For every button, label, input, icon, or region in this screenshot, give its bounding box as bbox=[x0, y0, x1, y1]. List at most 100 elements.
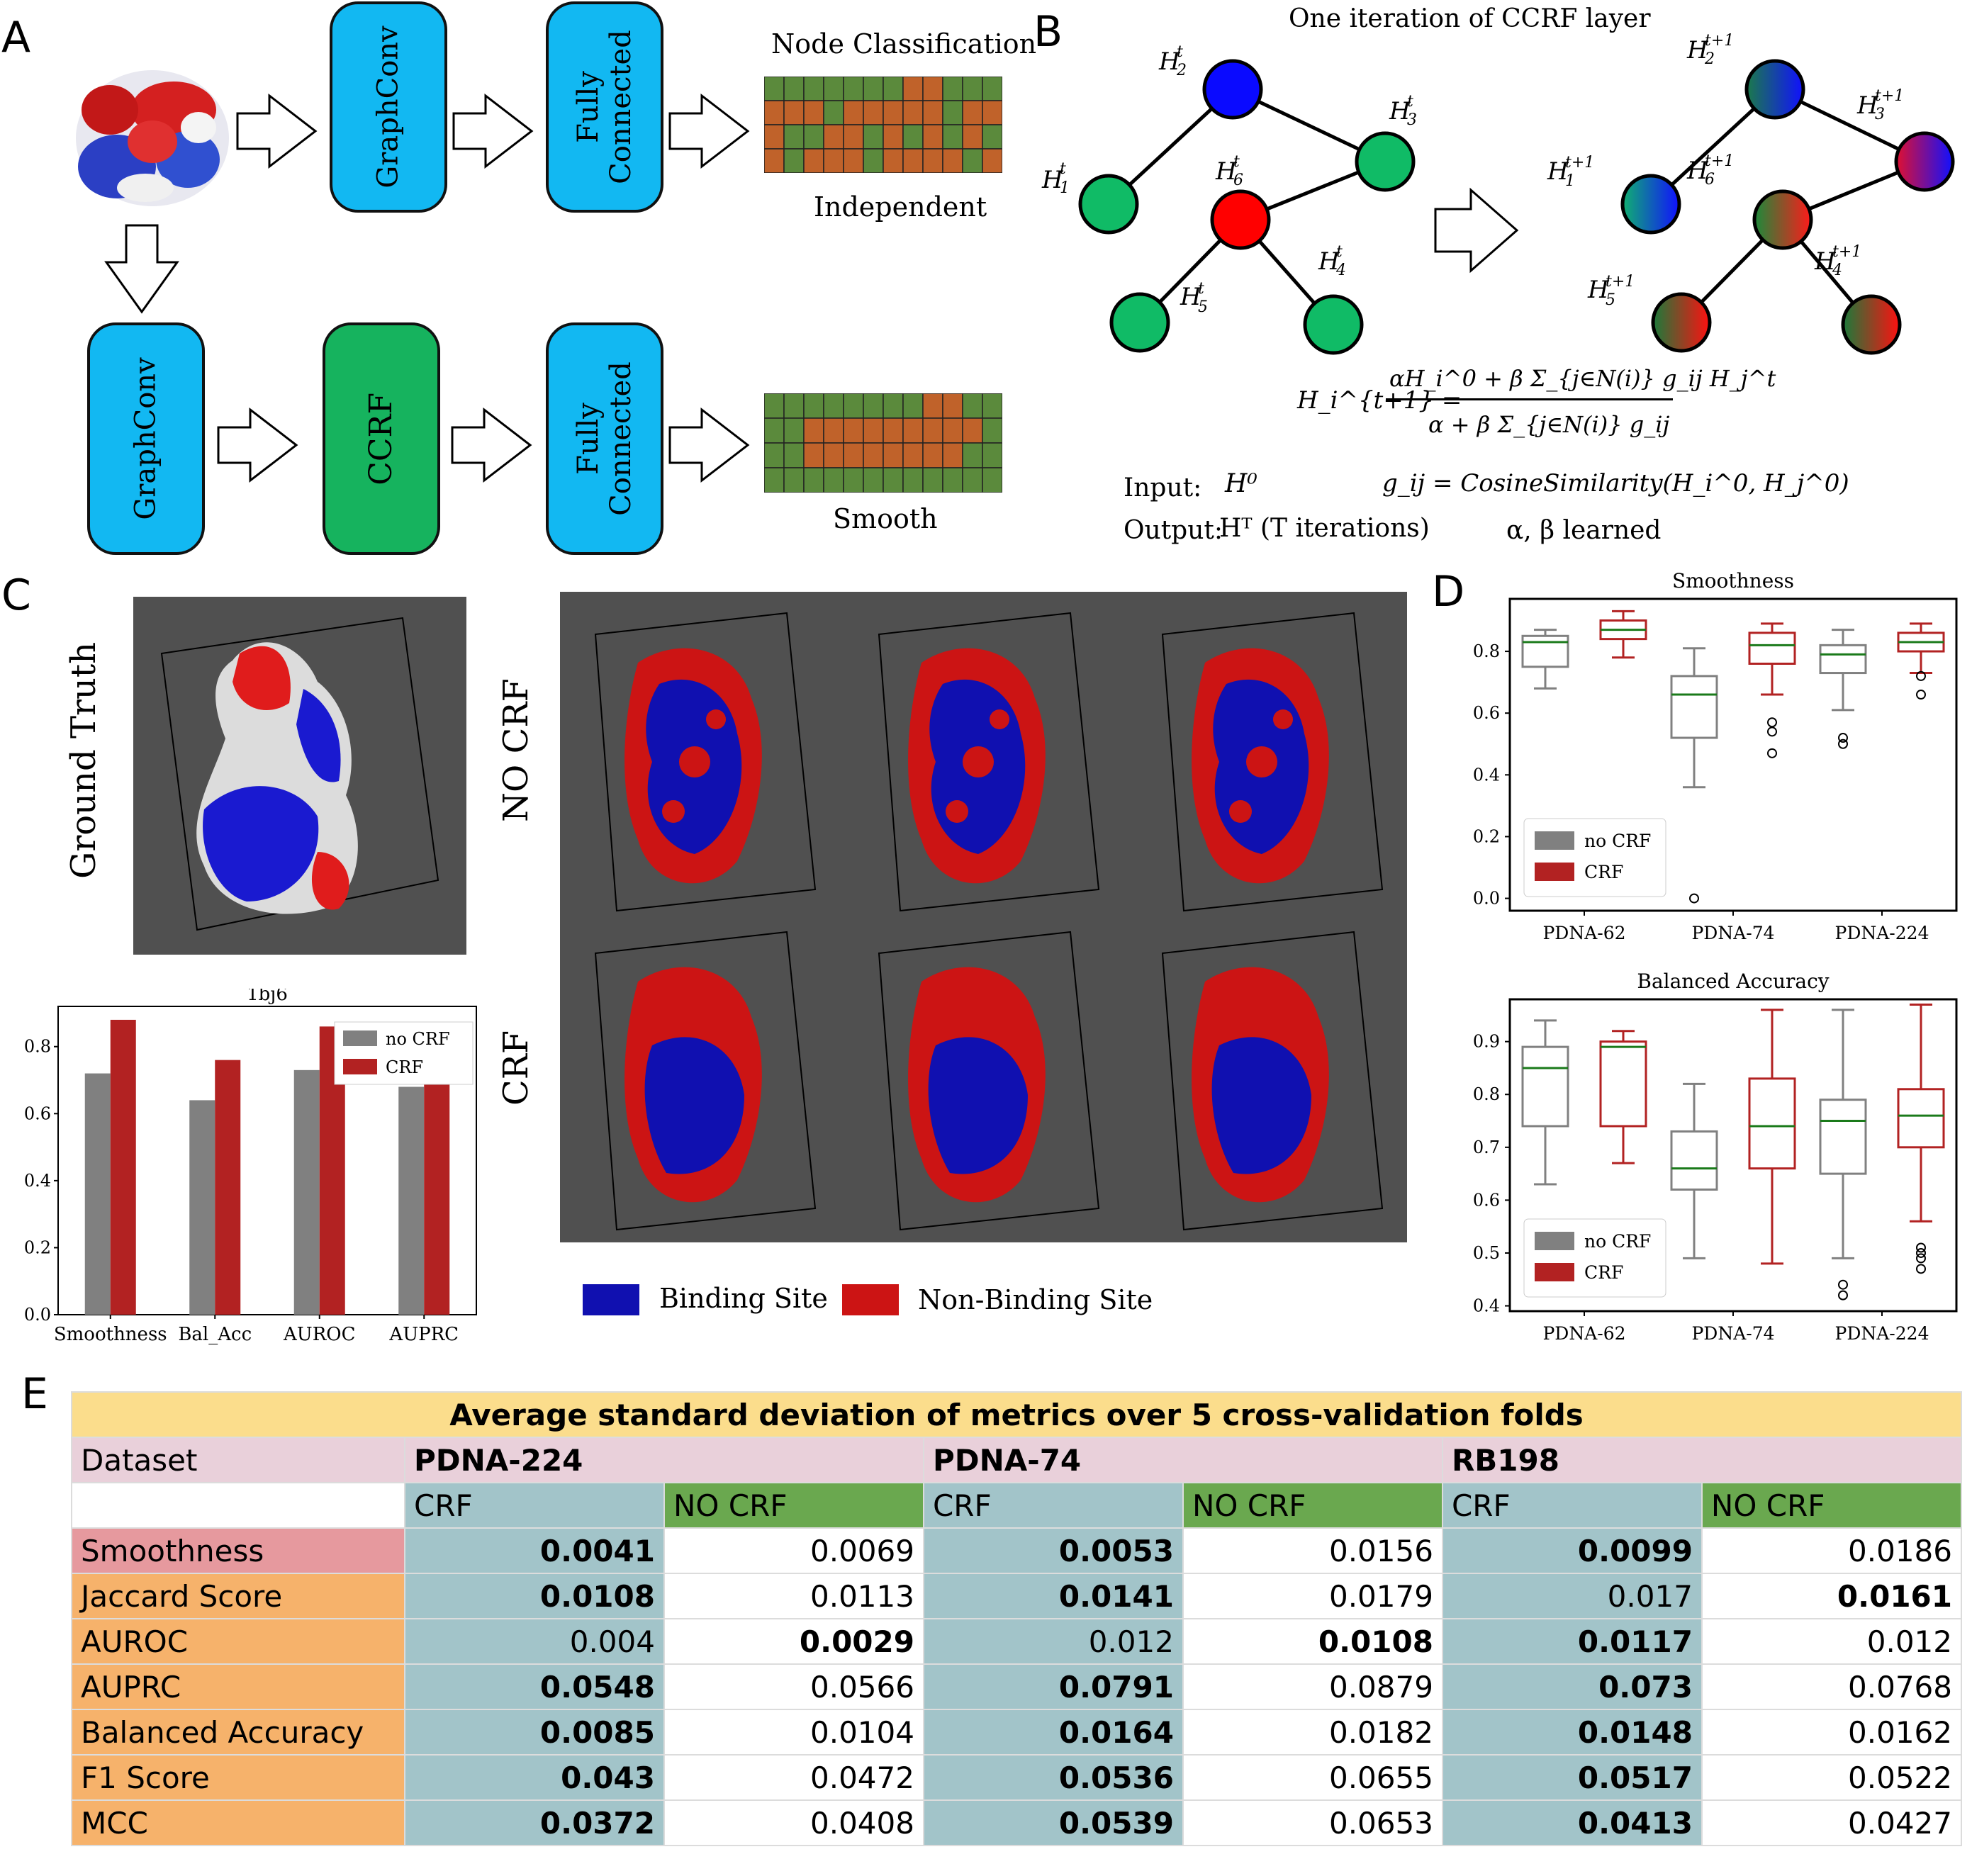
svg-text:t: t bbox=[1407, 93, 1413, 111]
node-h5-next bbox=[1651, 292, 1712, 353]
no-crf-subheader: NO CRF bbox=[1701, 1482, 1963, 1529]
grid-cell bbox=[783, 442, 805, 468]
metric-value: 0.0108 bbox=[1182, 1618, 1443, 1665]
svg-text:H: H bbox=[1041, 166, 1064, 194]
input-value: H⁰ bbox=[1225, 469, 1257, 498]
box-no-crf bbox=[1819, 629, 1867, 749]
svg-text:2: 2 bbox=[1704, 50, 1715, 68]
learned-params: α, β learned bbox=[1506, 516, 1662, 545]
grid-cell bbox=[982, 124, 1002, 150]
grid-cell bbox=[982, 100, 1002, 125]
grid-cell bbox=[843, 77, 864, 101]
grid-cell bbox=[942, 467, 963, 493]
grid-cell bbox=[883, 442, 904, 468]
grid-cell bbox=[823, 417, 844, 444]
y-tick-label: 0.4 bbox=[1473, 1296, 1500, 1316]
table-row: AUROC 0.004 0.0029 0.012 0.0108 0.0117 0.012 bbox=[71, 1618, 1963, 1665]
metric-value: 0.0655 bbox=[1182, 1754, 1443, 1801]
crf-row-label: CRF bbox=[496, 1030, 536, 1106]
table-row: F1 Score 0.043 0.0472 0.0536 0.0655 0.0517 0.0… bbox=[71, 1754, 1963, 1801]
non-binding-site-legend: Non-Binding Site bbox=[918, 1284, 1153, 1315]
svg-text:5: 5 bbox=[1606, 291, 1615, 309]
ground-truth-label: Ground Truth bbox=[64, 641, 103, 879]
ccrf-box: CCRF bbox=[323, 322, 440, 555]
grid-cell bbox=[783, 124, 805, 150]
metric-value: 0.0768 bbox=[1701, 1663, 1963, 1710]
equation-denominator: α + β Σ_{j∈N(i)} g_ij bbox=[1428, 411, 1670, 438]
svg-text:H: H bbox=[1215, 157, 1238, 186]
y-tick-label: 0.6 bbox=[1473, 703, 1500, 723]
grid-cell bbox=[982, 417, 1002, 444]
metric-value: 0.0517 bbox=[1441, 1754, 1703, 1801]
metrics-std-table: Average standard deviation of metrics ov… bbox=[71, 1391, 1963, 1846]
grid-cell bbox=[902, 148, 924, 173]
metric-value: 0.0162 bbox=[1701, 1709, 1963, 1756]
metric-value: 0.0522 bbox=[1701, 1754, 1963, 1801]
grid-cell bbox=[823, 467, 844, 493]
dataset-header: RB198 bbox=[1441, 1437, 1963, 1483]
grid-cell bbox=[803, 393, 824, 419]
metric-value: 0.0141 bbox=[922, 1573, 1184, 1619]
legend-label: CRF bbox=[1584, 1262, 1623, 1283]
no-crf-subheader: NO CRF bbox=[663, 1482, 924, 1529]
grid-cell bbox=[863, 467, 884, 493]
grid-cell bbox=[942, 393, 963, 419]
svg-text:3: 3 bbox=[1875, 106, 1885, 123]
legend-label: CRF bbox=[1584, 862, 1623, 882]
legend-label: no CRF bbox=[1584, 831, 1651, 851]
metric-value: 0.0472 bbox=[663, 1754, 924, 1801]
grid-cell bbox=[982, 393, 1002, 419]
grid-cell bbox=[982, 442, 1002, 468]
outlier-point bbox=[1689, 893, 1699, 904]
outlier-point bbox=[1838, 1279, 1848, 1290]
box-no-crf bbox=[1819, 1009, 1867, 1301]
fraction-bar bbox=[1386, 398, 1673, 400]
grid-cell bbox=[942, 100, 963, 125]
metric-name: AUROC bbox=[71, 1618, 405, 1665]
metric-name: Jaccard Score bbox=[71, 1573, 405, 1619]
svg-text:t: t bbox=[1060, 160, 1066, 178]
outlier-point bbox=[1767, 726, 1777, 737]
grid-cell bbox=[902, 393, 924, 419]
metric-value: 0.043 bbox=[404, 1754, 665, 1801]
svg-text:t+1: t+1 bbox=[1606, 273, 1635, 291]
grid-cell bbox=[902, 417, 924, 444]
y-tick-label: 0.6 bbox=[24, 1103, 51, 1123]
metric-value: 0.0427 bbox=[1701, 1799, 1963, 1846]
metric-value: 0.0186 bbox=[1701, 1527, 1963, 1574]
svg-text:H: H bbox=[1587, 276, 1610, 304]
no-crf-subheader: NO CRF bbox=[1182, 1482, 1443, 1529]
arrow-down-icon bbox=[104, 224, 179, 314]
box-crf bbox=[1897, 1003, 1945, 1274]
box-crf bbox=[1748, 1009, 1796, 1265]
outlier-point bbox=[1767, 748, 1777, 758]
ccrf-graph-diagram: H1t H2t H3t H4t H5t H6t H1t+1 H2t+1 H3t+… bbox=[1041, 32, 1955, 355]
grid-cell bbox=[783, 393, 805, 419]
grid-cell bbox=[764, 417, 785, 444]
output-label: Output: bbox=[1124, 516, 1223, 545]
box-no-crf bbox=[1521, 1019, 1569, 1186]
panel-label-b: B bbox=[1033, 7, 1063, 57]
fully-connected-box-bottom: Fully Connected bbox=[546, 322, 663, 555]
metric-value: 0.012 bbox=[922, 1618, 1184, 1665]
arrow-right-icon bbox=[1434, 187, 1519, 274]
box-crf bbox=[1897, 622, 1945, 700]
metric-value: 0.0413 bbox=[1441, 1799, 1703, 1846]
metric-name: F1 Score bbox=[71, 1754, 405, 1801]
grid-cell bbox=[922, 417, 943, 444]
chart-title: Smoothness bbox=[1672, 569, 1794, 592]
metric-name: Smoothness bbox=[71, 1527, 405, 1574]
bar-chart-1bj6: 1bj6 0.0 0.2 0.4 0.6 0.8 Smoothness Bal_Acc AURO… bbox=[24, 989, 477, 1345]
grid-cell bbox=[803, 148, 824, 173]
node-h2 bbox=[1202, 59, 1263, 120]
input-label: Input: bbox=[1124, 473, 1202, 502]
grid-cell bbox=[863, 148, 884, 173]
svg-text:1: 1 bbox=[1565, 172, 1575, 190]
grid-cell bbox=[883, 148, 904, 173]
chart-legend: no CRF CRF bbox=[1523, 818, 1666, 897]
grid-cell bbox=[843, 417, 864, 444]
svg-text:t: t bbox=[1177, 43, 1183, 61]
binding-site-swatch bbox=[583, 1284, 639, 1315]
outlier-point bbox=[1838, 733, 1848, 743]
metric-value: 0.0879 bbox=[1182, 1663, 1443, 1710]
